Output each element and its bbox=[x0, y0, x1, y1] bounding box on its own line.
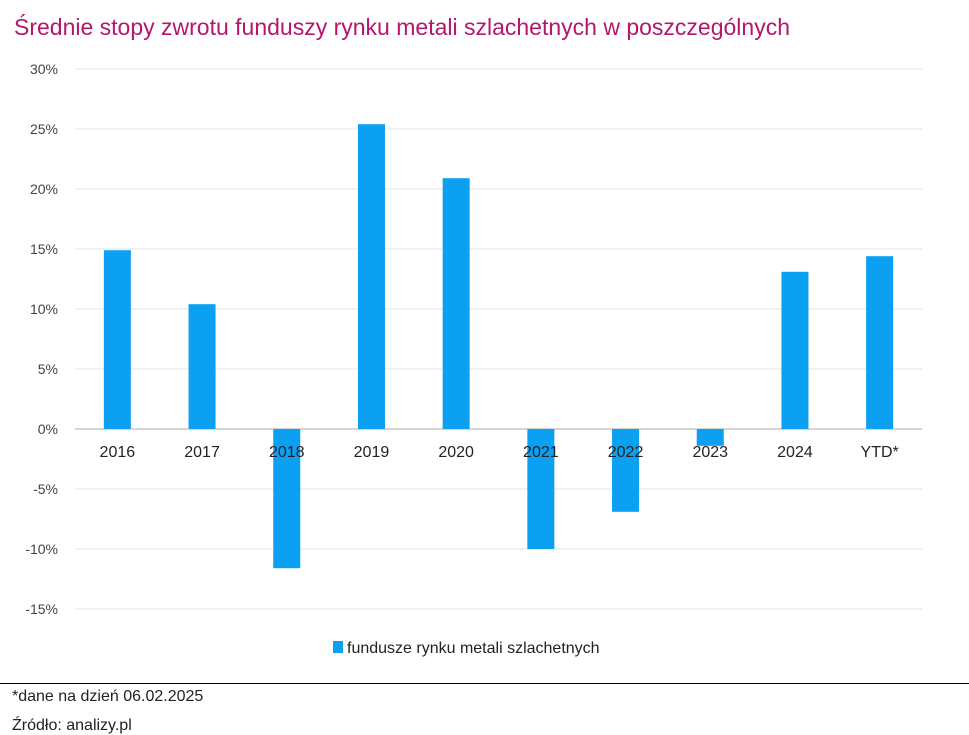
x-tick-label: 2018 bbox=[269, 444, 305, 461]
bar bbox=[188, 304, 216, 429]
x-tick-label: YTD* bbox=[861, 444, 899, 461]
footnote: *dane na dzień 06.02.2025 bbox=[12, 688, 204, 705]
y-tick-label: 25% bbox=[30, 121, 58, 137]
bar bbox=[696, 429, 724, 446]
bar bbox=[273, 429, 301, 569]
bar bbox=[866, 256, 894, 429]
y-tick-label: -15% bbox=[25, 601, 58, 617]
bars bbox=[103, 124, 894, 569]
bar bbox=[357, 124, 385, 429]
y-tick-label: -5% bbox=[33, 481, 58, 497]
y-tick-label: 10% bbox=[30, 301, 58, 317]
bar-chart: 30%25%20%15%10%5%0%-5%-10%-15% 2016 2017 2… bbox=[25, 61, 922, 657]
x-axis-ticks: 2016 2017 2018 2019 2020 2021 2022 2023 2024 YTD* bbox=[100, 444, 899, 461]
x-tick-label: 2024 bbox=[777, 444, 813, 461]
bar bbox=[781, 271, 809, 429]
legend-label: fundusze rynku metali szlachetnych bbox=[347, 640, 600, 657]
bar bbox=[527, 429, 555, 549]
gridlines bbox=[75, 68, 922, 610]
chart-title: Średnie stopy zwrotu funduszy rynku meta… bbox=[14, 14, 790, 40]
y-tick-label: 30% bbox=[30, 61, 58, 77]
y-tick-label: 20% bbox=[30, 181, 58, 197]
y-axis-ticks: 30% 25% 20% 15% 10% 5% 0% -5% -10% -15% bbox=[25, 61, 58, 617]
x-tick-label: 2016 bbox=[100, 444, 136, 461]
bar bbox=[612, 429, 640, 512]
x-tick-label: 2019 bbox=[354, 444, 390, 461]
x-tick-label: 2021 bbox=[523, 444, 559, 461]
x-tick-label: 2020 bbox=[438, 444, 474, 461]
x-tick-label: 2017 bbox=[184, 444, 220, 461]
y-tick-label: 0% bbox=[38, 421, 58, 437]
bar bbox=[103, 250, 131, 429]
y-tick-label: 5% bbox=[38, 361, 58, 377]
x-tick-label: 2023 bbox=[692, 444, 728, 461]
source-note: Źródło: analizy.pl bbox=[12, 717, 132, 734]
footer-divider bbox=[0, 683, 969, 684]
y-tick-label: 15% bbox=[30, 241, 58, 257]
bar bbox=[442, 178, 470, 429]
y-tick-label: -10% bbox=[25, 541, 58, 557]
legend: fundusze rynku metali szlachetnych bbox=[333, 640, 600, 657]
x-tick-label: 2022 bbox=[608, 444, 644, 461]
legend-swatch bbox=[333, 641, 343, 653]
